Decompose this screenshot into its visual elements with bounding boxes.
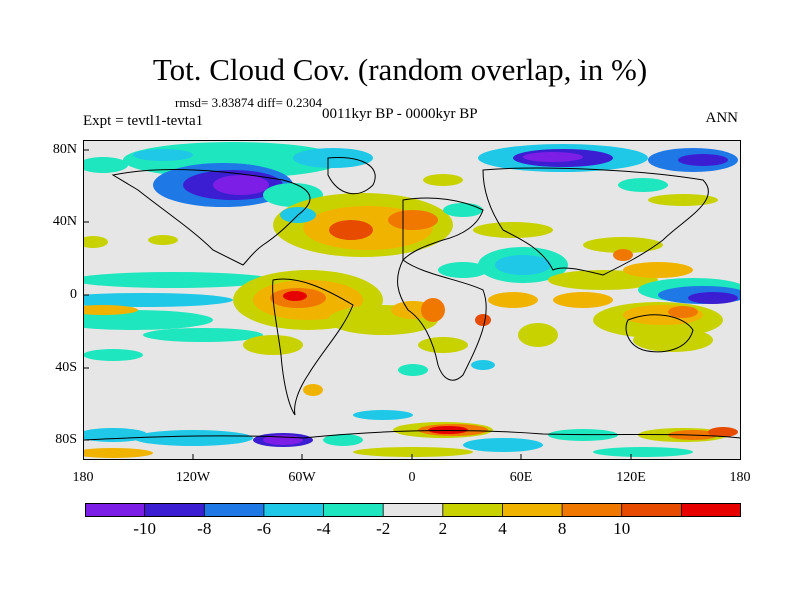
anomaly-patches-south [83,335,495,396]
lon-label-60w: 60W [288,470,316,485]
cloud-cover-map [83,140,741,460]
colorbar-swatch [383,503,444,517]
lat-label-0: 0 [70,287,77,302]
season-label: ANN [705,110,739,126]
lon-label-120w: 120W [175,470,211,485]
colorbar-label: 8 [557,519,567,538]
plot-title: Tot. Cloud Cov. (random overlap, in %) [152,52,648,87]
anomaly-patches-tropics [83,249,741,353]
colorbar-swatch [681,503,741,517]
colorbar-label: 2 [438,519,448,538]
australia-outline [625,314,694,353]
colorbar-label: -2 [376,519,391,538]
anomaly-patches-midlat [83,193,663,283]
greenland-outline [327,156,376,195]
lon-label-0: 0 [408,470,416,485]
time-period-label: 0011kyr BP - 0000kyr BP [322,106,478,122]
colorbar-swatch [621,503,682,517]
lon-label-180e: 180 [729,470,751,485]
colorbar-swatch [263,503,325,517]
colorbar-frame [85,503,741,517]
colorbar-label: -10 [133,519,156,538]
colorbar-swatch [502,503,563,517]
lon-label-60e: 60E [509,470,533,485]
antarctica-outline [83,430,741,441]
colorbar-label: -8 [197,519,212,538]
colorbar-swatch [442,503,503,517]
lat-label-80s: 80S [55,432,77,447]
lat-label-40s: 40S [55,360,77,375]
experiment-label: Expt = tevtl1-tevta1 [83,113,204,129]
lat-label-80n: 80N [52,142,77,157]
north-america-outline [111,169,311,266]
colorbar-swatch [323,503,384,517]
colorbar-swatch [204,503,265,517]
lon-label-180w: 180 [72,470,94,485]
anomaly-patches-north [83,142,738,207]
colorbar [85,503,741,517]
rmsd-diff-stats: rmsd= 3.83874 diff= 0.2304 [175,95,322,110]
colorbar-swatch [144,503,205,517]
colorbar-label: -4 [316,519,331,538]
lon-label-120e: 120E [616,470,646,485]
colorbar-label: 4 [498,519,507,538]
colorbar-label: -6 [256,519,271,538]
colorbar-label: 10 [613,519,631,538]
coastlines [83,156,741,441]
europe-africa-outline [397,197,487,381]
colorbar-swatch [85,503,146,517]
map-ticks [83,149,632,460]
colorbar-swatch [562,503,623,517]
lat-label-40n: 40N [52,214,77,229]
south-america-outline [272,278,354,416]
asia-outline [482,167,709,276]
